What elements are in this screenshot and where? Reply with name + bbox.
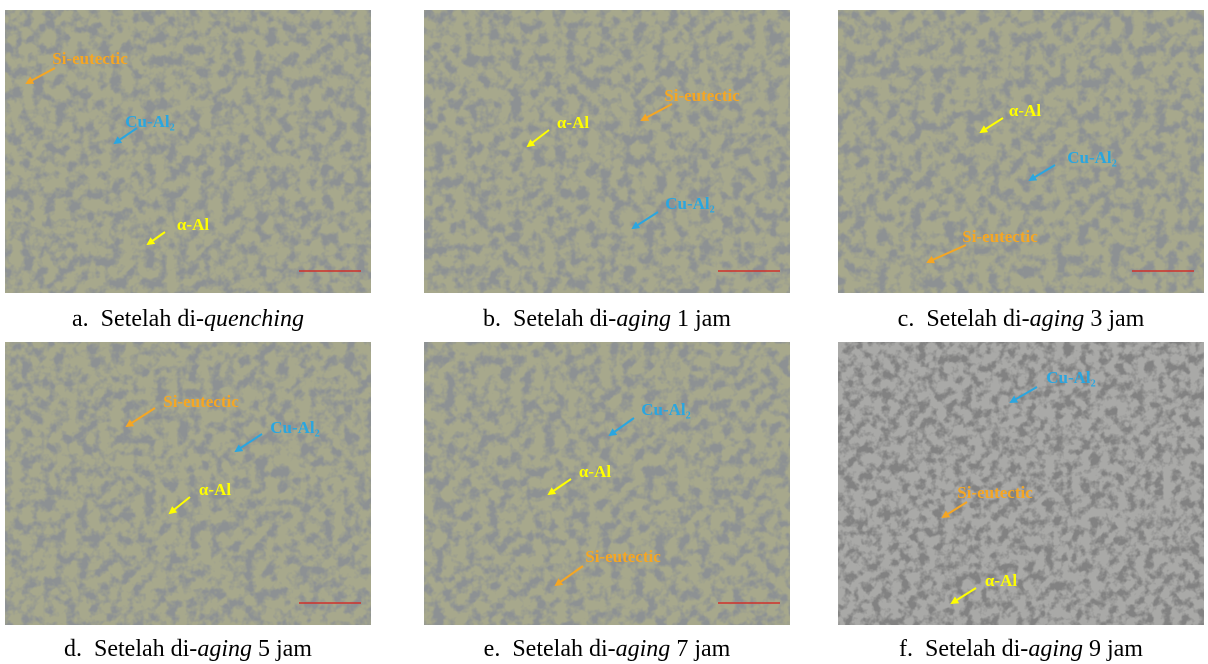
- caption-letter: f.: [899, 636, 913, 662]
- annotation-label: Cu-Al₂: [1046, 368, 1096, 387]
- caption-text: aging: [1028, 636, 1083, 662]
- annotation-label: α-Al: [199, 480, 231, 499]
- annotation-label: α-Al: [177, 215, 209, 234]
- figure: Si-eutectic Cu-Al₂ α-Al a. Setelah di-quench…: [0, 0, 1208, 664]
- annotation-label: Si-eutectic: [957, 483, 1033, 502]
- micrograph-texture: [424, 342, 790, 625]
- caption-text: Setelah di-: [513, 306, 616, 332]
- micrograph-texture: [424, 10, 790, 293]
- caption-letter: e.: [484, 636, 501, 662]
- caption-text: Setelah di-: [925, 636, 1028, 662]
- annotation-label: Si-eutectic: [664, 86, 740, 105]
- caption-text: 7 jam: [676, 636, 730, 662]
- annotation-label: Cu-Al₂: [641, 400, 691, 419]
- caption-letter: b.: [483, 306, 501, 332]
- caption: a. Setelah di-quenching: [72, 306, 304, 332]
- annotation-label: Si-eutectic: [52, 49, 128, 68]
- caption-letter: d.: [64, 636, 82, 662]
- caption-text: 3 jam: [1090, 306, 1144, 332]
- annotation-label: Cu-Al₂: [270, 418, 320, 437]
- annotation-label: Si-eutectic: [163, 392, 239, 411]
- annotation-label: Cu-Al₂: [125, 112, 175, 131]
- annotation-label: α-Al: [1009, 101, 1041, 120]
- caption-letter: c.: [898, 306, 915, 332]
- annotation-label: Cu-Al₂: [1067, 148, 1117, 167]
- caption-text: 5 jam: [258, 636, 312, 662]
- caption-letter: a.: [72, 306, 89, 332]
- annotation-label: Si-eutectic: [585, 547, 661, 566]
- annotation-label: Si-eutectic: [962, 227, 1038, 246]
- annotation-label: α-Al: [985, 571, 1017, 590]
- caption-text: Setelah di-: [512, 636, 615, 662]
- panel: Si-eutectic Cu-Al₂ α-Al a. Setelah di-quench…: [5, 10, 371, 332]
- caption-text: 9 jam: [1089, 636, 1143, 662]
- caption-text: aging: [616, 636, 671, 662]
- annotation-label: α-Al: [557, 113, 589, 132]
- caption-text: 1 jam: [677, 306, 731, 332]
- caption-text: aging: [616, 306, 671, 332]
- annotation-label: Cu-Al₂: [665, 194, 715, 213]
- caption-text: aging: [1030, 306, 1085, 332]
- caption-text: Setelah di-: [101, 306, 204, 332]
- caption-text: aging: [197, 636, 252, 662]
- micrograph-texture: [5, 342, 371, 625]
- micrograph-texture: [838, 10, 1204, 293]
- caption-text: Setelah di-: [926, 306, 1029, 332]
- caption-text: Setelah di-: [94, 636, 197, 662]
- annotation-label: α-Al: [579, 462, 611, 481]
- caption-text: quenching: [204, 306, 304, 332]
